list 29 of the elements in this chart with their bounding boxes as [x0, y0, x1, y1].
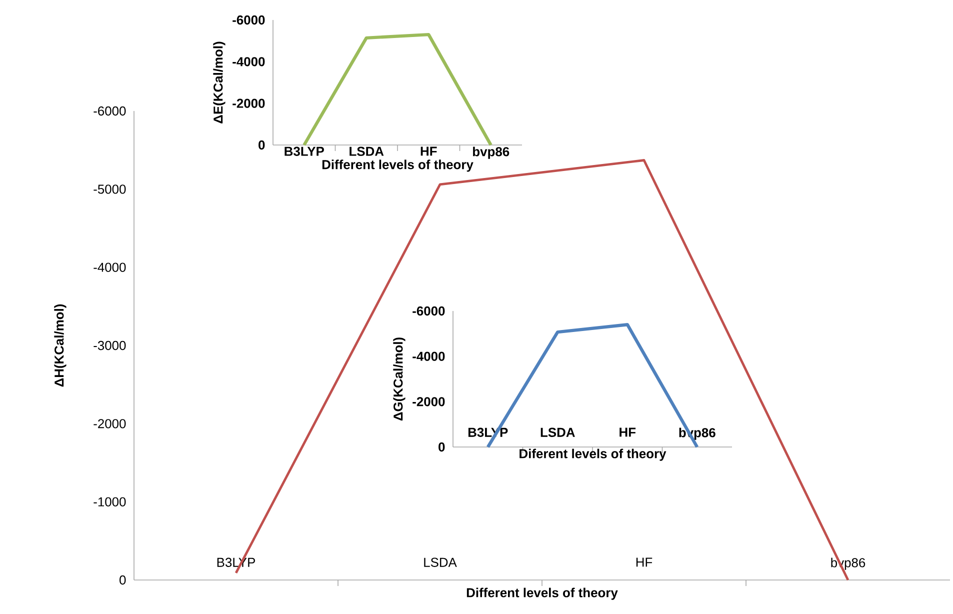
y-tick-label: -2000	[232, 98, 265, 108]
y-tick-label: -1000	[94, 497, 126, 506]
y-tick-label: -4000	[412, 352, 445, 361]
y-axis-title: ΔG(KCal/mol)	[393, 338, 406, 421]
y-tick-label: 0	[438, 442, 445, 452]
y-tick-label: -5000	[94, 184, 126, 194]
x-tick-label: B3LYP	[284, 146, 324, 156]
y-tick-label: -2000	[94, 419, 126, 428]
x-tick-label: LSDA	[540, 428, 575, 437]
x-tick-label: LSDA	[424, 558, 457, 567]
x-tick-label: HF	[636, 558, 652, 567]
x-tick-label: LSDA	[350, 146, 384, 156]
y-tick-label: 0	[120, 575, 126, 585]
y-tick-label: -6000	[412, 306, 445, 316]
y-tick-label: -2000	[412, 397, 445, 406]
y-tick-label: -4000	[232, 57, 265, 66]
x-tick-label: HF	[420, 146, 437, 156]
y-tick-label: -3000	[94, 340, 126, 350]
y-axis-title: ΔH(KCal/mol)	[54, 304, 66, 387]
y-axis-title: ΔE(KCal/mol)	[213, 42, 226, 124]
y-tick-label: -6000	[232, 15, 265, 25]
y-tick-label: 0	[258, 140, 265, 150]
y-tick-label: -6000	[94, 106, 126, 116]
x-axis-title: Diferent levels of theory	[520, 448, 666, 461]
x-tick-label: bvp86	[473, 146, 510, 159]
x-axis-title: Different levels of theory	[322, 160, 474, 172]
x-axis-title: Different levels of theory	[466, 588, 618, 600]
y-tick-label: -4000	[94, 262, 126, 272]
x-tick-label: HF	[620, 428, 636, 437]
